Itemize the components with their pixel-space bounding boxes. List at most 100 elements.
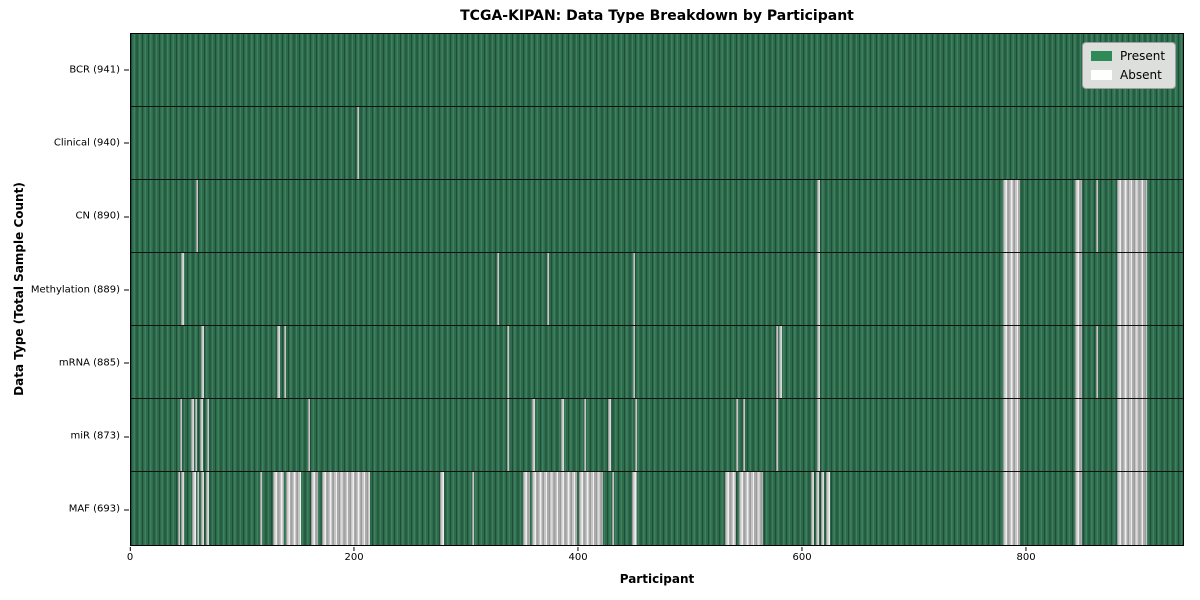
heatmap-row-CN [131,180,1183,253]
absent-stripe [177,472,181,545]
x-tick-label-600: 600 [793,547,812,563]
absent-stripe [776,399,779,471]
absent-stripe [284,326,287,398]
heatmap-row-mRNA [131,326,1183,399]
y-tick-label-miR: miR (873) [70,430,129,442]
absent-stripe [205,472,210,545]
absent-stripe [532,399,535,471]
absent-stripe [817,326,820,398]
absent-stripe [742,399,745,471]
absent-stripe [1074,253,1083,325]
absent-stripe [191,399,194,471]
absent-stripe [307,399,310,471]
heatmap-row-miR [131,399,1183,472]
x-tick-label-400: 400 [568,547,587,563]
y-tick-label-MAF: MAF (693) [68,503,130,515]
absent-stripe [816,472,819,545]
x-axis: 0 200 400 600 800 [127,547,1184,567]
absent-stripe [611,472,614,545]
y-tick-label-CN: CN (890) [75,210,129,222]
absent-stripe [506,326,509,398]
absent-stripe [181,253,184,325]
absent-stripe [532,472,578,545]
y-tick-label-Methylation: Methylation (889) [30,284,130,295]
absent-stripe [608,399,611,471]
absent-stripe [583,399,586,471]
absent-stripe [820,472,825,545]
heatmap-row-BCR [131,34,1183,107]
absent-stripe [724,472,736,545]
absent-stripe [195,180,199,252]
plot-area [130,33,1184,546]
absent-stripe [631,472,638,545]
absent-stripe [810,472,815,545]
absent-stripe [1117,253,1148,325]
absent-stripe [523,472,531,545]
absent-stripe [546,253,550,325]
legend-label-present: Present [1120,49,1166,63]
chart-title: TCGA-KIPAN: Data Type Breakdown by Parti… [460,8,854,24]
absent-stripe [1074,180,1083,252]
absent-stripe [735,399,739,471]
absent-stripe [496,253,499,325]
absent-stripe [817,253,820,325]
absent-stripe [632,253,636,325]
absent-stripe [439,472,445,545]
absent-stripe [1003,472,1020,545]
x-tick-label-200: 200 [344,547,363,563]
legend: Present Absent [1082,42,1177,89]
absent-stripe [561,399,564,471]
absent-stripe [779,326,782,398]
legend-item-absent: Absent [1091,68,1165,82]
absent-stripe [310,472,318,545]
absent-stripe [471,472,475,545]
absent-stripe [579,472,603,545]
absent-stripe [1003,399,1020,471]
absent-stripe [817,180,820,252]
absent-stripe [739,472,763,545]
heatmap-row-MAF [131,472,1183,545]
absent-stripe [277,326,280,398]
absent-stripe [181,472,184,545]
absent-stripe [1117,399,1148,471]
absent-stripe [196,472,200,545]
absent-stripe [1074,472,1083,545]
absent-stripe [180,399,183,471]
x-tick-label-0: 0 [127,547,133,563]
absent-stripe [201,472,204,545]
absent-stripe [356,107,360,179]
legend-label-absent: Absent [1120,68,1162,82]
absent-stripe [200,399,203,471]
absent-stripe [192,472,196,545]
heatmap-row-Clinical [131,107,1183,180]
x-tick-label-800: 800 [1017,547,1036,563]
absent-stripe [776,326,779,398]
absent-stripe [1003,253,1020,325]
absent-stripe [1095,180,1099,252]
absent-stripe [1095,326,1099,398]
absent-stripe [1117,472,1148,545]
absent-stripe [1117,326,1148,398]
absent-swatch-icon [1091,70,1112,80]
absent-stripe [194,399,197,471]
y-tick-label-BCR: BCR (941) [69,64,129,76]
x-axis-label: Participant [619,572,695,586]
heatmap-row-Methylation [131,253,1183,326]
absent-stripe [635,399,638,471]
legend-item-present: Present [1091,49,1165,63]
present-swatch-icon [1091,51,1112,61]
absent-stripe [817,399,820,471]
absent-stripe [207,399,210,471]
absent-stripe [259,472,262,545]
y-axis: BCR (941) Clinical (940) CN (890) Methylati… [0,33,130,546]
absent-stripe [286,472,301,545]
absent-stripe [1074,399,1083,471]
absent-stripe [1003,180,1020,252]
y-tick-label-mRNA: mRNA (885) [58,357,130,369]
absent-stripe [201,326,204,398]
absent-stripe [1117,180,1148,252]
absent-stripe [1003,326,1020,398]
absent-stripe [506,399,509,471]
absent-stripe [826,472,830,545]
